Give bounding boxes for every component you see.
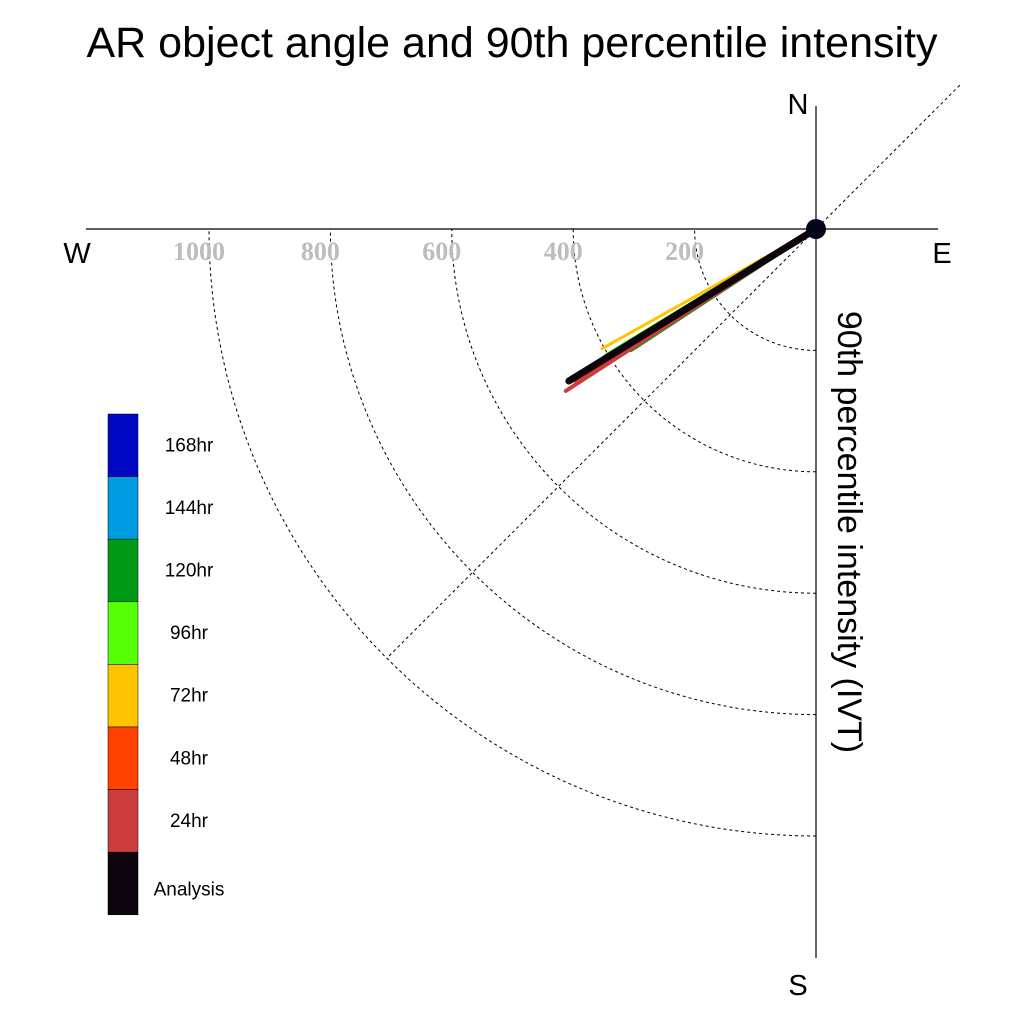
origin-marker	[806, 219, 826, 239]
y-axis-label: 90th percentile intensity (IVT)	[830, 311, 868, 753]
radial-tick-labels: 200 400 600 800 1000	[173, 237, 704, 266]
legend-label: 168hr	[165, 435, 214, 456]
radial-ring	[329, 228, 817, 716]
compass-west: W	[63, 238, 91, 270]
compass-east: E	[932, 238, 951, 270]
radial-ring	[694, 228, 817, 351]
radial-tick-label: 200	[665, 237, 704, 266]
legend-label: 144hr	[165, 498, 214, 519]
legend-label: 24hr	[170, 811, 209, 832]
legend-swatch	[107, 476, 139, 540]
compass-axes	[86, 84, 961, 958]
compass-south: S	[788, 970, 807, 1002]
legend-label: 48hr	[170, 748, 209, 769]
radial-tick-label: 600	[422, 237, 461, 266]
forecast-vectors	[563, 225, 820, 393]
legend-swatch	[107, 413, 139, 477]
legend-label: 120hr	[165, 561, 214, 582]
legend-swatch	[107, 851, 139, 916]
radial-tick-label: 800	[301, 237, 340, 266]
legend-swatch	[107, 726, 139, 790]
compass-north: N	[788, 89, 809, 121]
legend-swatch	[107, 601, 139, 665]
radial-tick-label: 1000	[173, 237, 225, 266]
diagonal-guide	[386, 84, 961, 659]
radial-ring	[451, 228, 817, 594]
chart-title: AR object angle and 90th percentile inte…	[87, 19, 938, 67]
legend-label: 72hr	[170, 686, 209, 707]
legend-label: 96hr	[170, 623, 209, 644]
radial-ring	[572, 228, 817, 473]
vector-analysis	[565, 225, 820, 385]
legend-swatch	[107, 789, 139, 853]
legend-swatch	[107, 538, 139, 603]
legend-label: Analysis	[154, 880, 225, 901]
radial-tick-label: 400	[544, 237, 583, 266]
legend-swatch	[107, 664, 139, 728]
legend: 168hr 144hr 120hr 96hr 72hr 48hr 24hr Analysis	[107, 413, 225, 916]
